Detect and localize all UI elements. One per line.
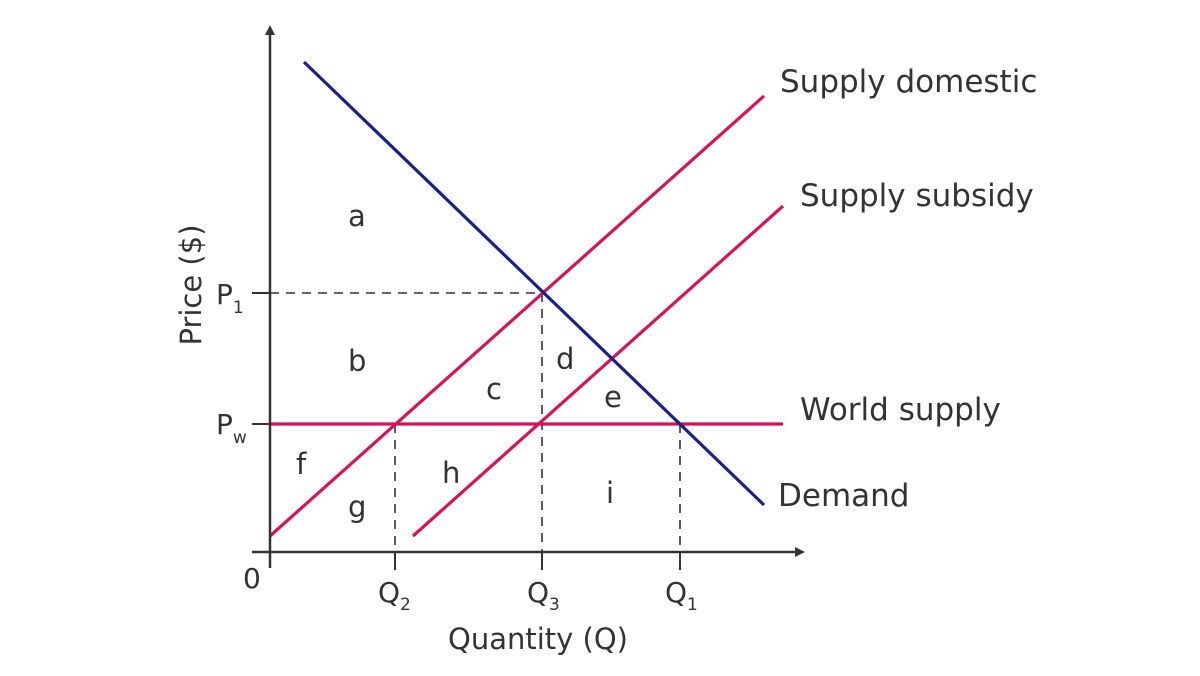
region-label-e: e: [604, 380, 622, 414]
supply-subsidy-line: [411, 204, 785, 538]
region-label-i: i: [606, 476, 614, 510]
demand-line: [302, 60, 766, 507]
region-label-f: f: [296, 447, 307, 481]
x-tick-label-q1: Q1: [665, 576, 698, 615]
y-axis-title: Price ($): [174, 224, 208, 345]
region-label-b: b: [348, 344, 366, 378]
region-label-a: a: [348, 199, 366, 233]
world-supply-label: World supply: [800, 392, 1001, 428]
supply-subsidy-label: Supply subsidy: [800, 178, 1034, 214]
supply-domestic-line: [268, 94, 766, 538]
region-label-h: h: [442, 456, 460, 490]
x-axis-title: Quantity (Q): [448, 622, 628, 656]
x-tick-label-q3: Q3: [527, 576, 560, 615]
region-label-c: c: [486, 372, 502, 406]
y-tick-label-pw: Pw: [216, 408, 247, 448]
region-label-g: g: [348, 490, 366, 524]
x-tick-label-q2: Q2: [378, 576, 411, 615]
supply-domestic-label: Supply domestic: [780, 64, 1037, 100]
y-tick-label-p1: P1: [216, 278, 244, 318]
demand-label: Demand: [778, 478, 909, 514]
region-label-d: d: [556, 342, 574, 376]
origin-label: 0: [243, 562, 261, 595]
